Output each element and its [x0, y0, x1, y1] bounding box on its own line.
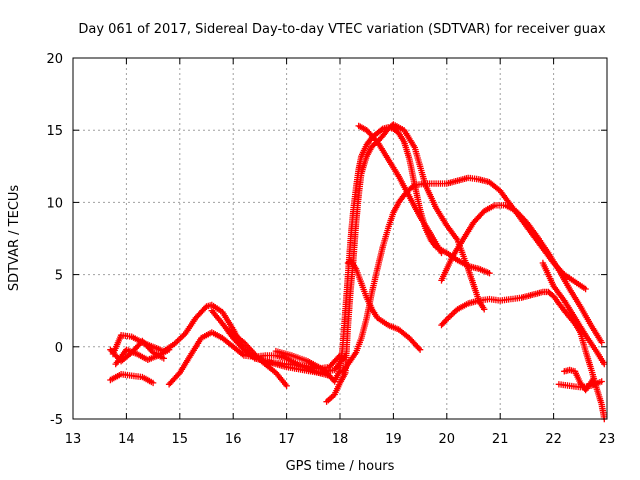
data-series [107, 121, 608, 423]
series-track-4 [107, 337, 167, 365]
point-markers [339, 174, 589, 376]
y-axis-label: SDTVAR / TECUs [7, 185, 22, 292]
point-markers [438, 202, 605, 346]
x-tick-label: 16 [225, 432, 242, 447]
series-track-12 [339, 174, 589, 376]
x-tick-label: 20 [439, 432, 456, 447]
point-markers [344, 257, 424, 353]
chart-title: Day 061 of 2017, Sidereal Day-to-day VTE… [78, 22, 606, 37]
series-track-15 [539, 259, 608, 368]
point-markers [165, 329, 333, 388]
y-tick-label: 10 [46, 196, 63, 211]
y-tick-label: 15 [46, 124, 63, 139]
series-track-9 [323, 121, 488, 405]
point-markers [224, 326, 290, 389]
point-markers [561, 366, 597, 394]
x-tick-label: 17 [278, 432, 295, 447]
gridlines [73, 58, 607, 419]
x-tick-label: 14 [118, 432, 135, 447]
x-tick-label: 18 [332, 432, 349, 447]
series-track-1 [107, 371, 157, 387]
series-track-11 [344, 257, 424, 353]
y-tick-label: 5 [55, 269, 63, 284]
point-markers [107, 371, 157, 387]
series-track-13 [438, 202, 605, 346]
series-track-17 [561, 366, 597, 394]
point-markers [107, 337, 167, 365]
x-tick-label: 22 [545, 432, 562, 447]
x-axis-label: GPS time / hours [286, 459, 395, 474]
x-tick-label: 15 [172, 432, 189, 447]
x-tick-label: 21 [492, 432, 509, 447]
point-markers [323, 121, 488, 405]
x-tick-label: 19 [385, 432, 402, 447]
x-tick-label: 23 [599, 432, 616, 447]
axis-ticks: 13 14 15 16 17 18 19 20 21 22 23 -5 0 5 10 15 20 [46, 52, 615, 447]
series-track-5 [165, 329, 333, 388]
y-tick-label: -5 [50, 413, 63, 428]
series-track-14 [438, 288, 608, 423]
x-tick-label: 13 [65, 432, 82, 447]
point-markers [438, 288, 608, 423]
series-track-7 [224, 326, 290, 389]
point-markers [539, 259, 608, 368]
y-tick-label: 20 [46, 52, 63, 67]
y-tick-label: 0 [55, 341, 63, 356]
